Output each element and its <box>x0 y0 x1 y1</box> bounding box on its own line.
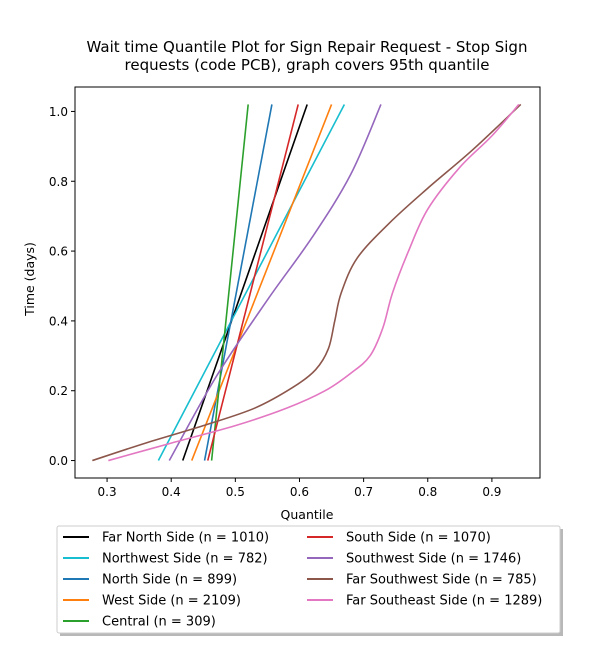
x-tick-label: 0.3 <box>98 485 117 499</box>
legend-label-1: Northwest Side (n = 782) <box>102 552 268 567</box>
series-line-0 <box>181 104 308 461</box>
chart-title-line-1: Wait time Quantile Plot for Sign Repair … <box>87 38 528 56</box>
x-tick-label: 0.6 <box>290 485 309 499</box>
legend-label-8: Far Southeast Side (n = 1289) <box>346 594 542 609</box>
legend-label-4: Central (n = 309) <box>102 615 216 630</box>
series-line-8 <box>108 103 520 462</box>
axes-ticks: 0.3 0.4 0.5 0.6 0.7 0.8 0.9 0.0 0.2 0.4 0.6 0.8 1.0 <box>49 105 502 499</box>
legend-label-0: Far North Side (n = 1010) <box>102 531 269 546</box>
plot-frame <box>74 86 541 479</box>
x-axis-label: Quantile <box>281 507 334 522</box>
plot-area <box>74 86 541 479</box>
y-tick-label: 0.2 <box>49 384 68 398</box>
legend-label-6: Southwest Side (n = 1746) <box>346 552 521 567</box>
series-line-5 <box>206 104 299 461</box>
legend-label-3: West Side (n = 2109) <box>102 594 241 609</box>
series-line-1 <box>157 104 346 461</box>
y-tick-label: 0.4 <box>49 314 68 328</box>
series-line-4 <box>210 104 249 461</box>
x-tick-label: 0.9 <box>482 485 501 499</box>
x-tick-label: 0.7 <box>354 485 373 499</box>
chart-title-line-2: requests (code PCB), graph covers 95th q… <box>125 56 490 74</box>
y-tick-label: 0.8 <box>49 175 68 189</box>
y-tick-label: 0.6 <box>49 245 68 259</box>
series-line-6 <box>168 104 382 461</box>
y-tick-label: 1.0 <box>49 105 68 119</box>
x-tick-label: 0.4 <box>162 485 181 499</box>
legend: Far North Side (n = 1010) Northwest Side … <box>56 525 563 636</box>
y-axis-label: Time (days) <box>22 242 37 317</box>
legend-label-5: South Side (n = 1070) <box>346 531 491 546</box>
series-line-3 <box>190 104 333 461</box>
legend-label-7: Far Southwest Side (n = 785) <box>346 573 537 588</box>
legend-label-2: North Side (n = 899) <box>102 573 237 588</box>
y-tick-label: 0.0 <box>49 454 68 468</box>
x-tick-label: 0.8 <box>418 485 437 499</box>
x-tick-label: 0.5 <box>226 485 245 499</box>
series-line-7 <box>92 103 522 462</box>
